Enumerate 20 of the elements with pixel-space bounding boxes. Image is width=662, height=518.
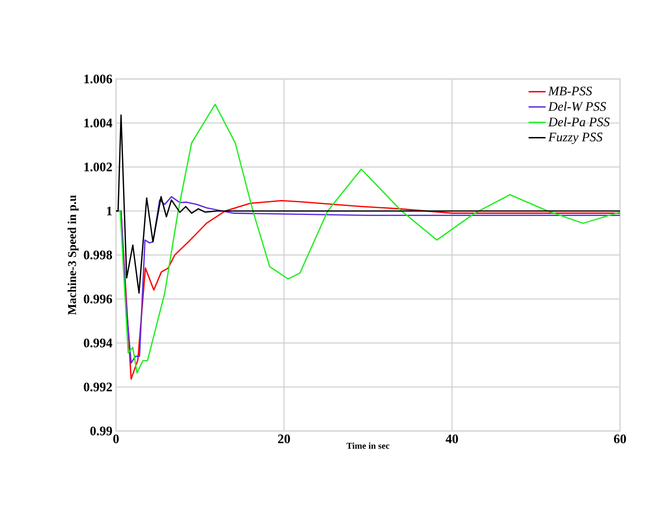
y-tick-label: 0.99 (90, 426, 112, 436)
legend-label: MB-PSS (548, 86, 592, 96)
x-tick-label: 60 (614, 434, 626, 444)
y-tick-label: 0.996 (84, 294, 112, 304)
y-tick-label: 1.004 (84, 118, 112, 128)
y-axis-title: Machine-3 Speed in p.u (68, 195, 78, 315)
x-tick-label: 0 (113, 434, 119, 444)
legend-label: Fuzzy PSS (548, 132, 602, 144)
legend-label: Del-Pa PSS (548, 117, 610, 126)
y-tick-label: 1 (107, 206, 112, 216)
line-series (116, 104, 620, 374)
x-tick-label: 20 (278, 434, 290, 444)
y-tick-label: 0.994 (84, 338, 112, 348)
y-tick-label: 0.998 (84, 250, 112, 260)
legend-label: Del-W PSS (548, 102, 606, 111)
x-tick-label: 40 (446, 434, 458, 444)
y-tick-label: 1.006 (84, 74, 112, 84)
x-axis-title: Time in sec (346, 442, 390, 449)
y-tick-label: 0.992 (84, 382, 112, 392)
y-tick-label: 1.002 (84, 162, 112, 172)
